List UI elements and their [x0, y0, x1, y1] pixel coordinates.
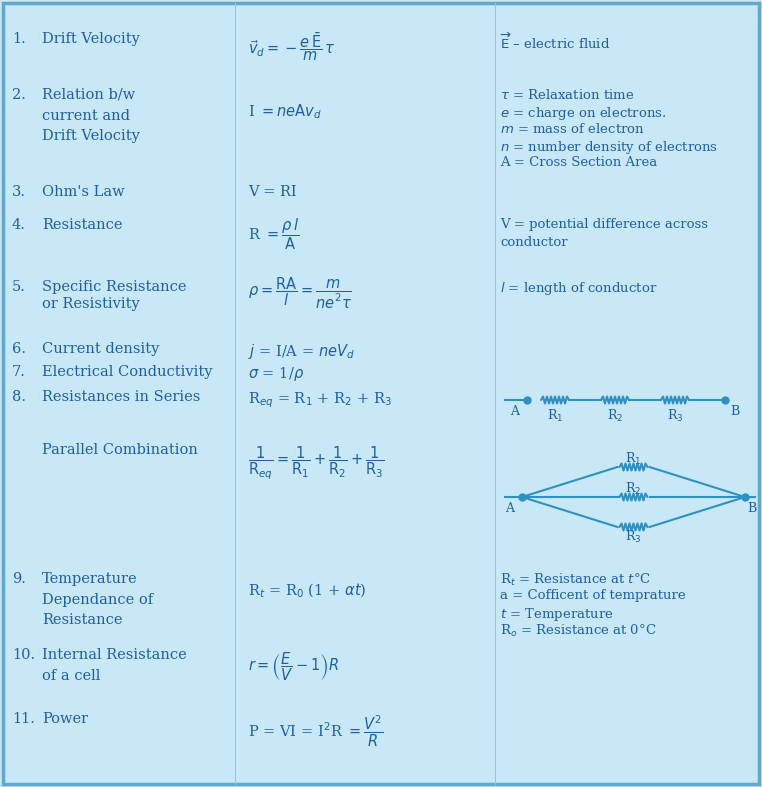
Text: I $= ne\mathrm{A}v_d$: I $= ne\mathrm{A}v_d$: [248, 102, 322, 120]
Text: Electrical Conductivity: Electrical Conductivity: [42, 365, 213, 379]
Text: Internal Resistance
of a cell: Internal Resistance of a cell: [42, 648, 187, 682]
Text: B: B: [730, 405, 740, 418]
Text: R $= \dfrac{\rho\,l}{\mathrm{A}}$: R $= \dfrac{\rho\,l}{\mathrm{A}}$: [248, 216, 299, 252]
Text: Resistance: Resistance: [42, 218, 123, 232]
Text: P = VI = I$^2$R $= \dfrac{V^2}{R}$: P = VI = I$^2$R $= \dfrac{V^2}{R}$: [248, 714, 384, 749]
Text: V = potential difference across
conductor: V = potential difference across conducto…: [500, 218, 708, 249]
Text: R$_1$: R$_1$: [626, 451, 642, 467]
Text: R$_{eq}$ = R$_1$ + R$_2$ + R$_3$: R$_{eq}$ = R$_1$ + R$_2$ + R$_3$: [248, 390, 392, 409]
Text: 7.: 7.: [12, 365, 26, 379]
Text: 6.: 6.: [12, 342, 26, 356]
Text: 9.: 9.: [12, 572, 26, 586]
Text: 8.: 8.: [12, 390, 26, 404]
Text: Current density: Current density: [42, 342, 159, 356]
Text: 11.: 11.: [12, 712, 35, 726]
Text: 1.: 1.: [12, 32, 26, 46]
Text: $m$ = mass of electron: $m$ = mass of electron: [500, 122, 645, 136]
Text: $\sigma$ = 1/$\rho$: $\sigma$ = 1/$\rho$: [248, 365, 304, 383]
Text: $t$ = Temperature: $t$ = Temperature: [500, 606, 614, 623]
Text: R$_3$: R$_3$: [667, 408, 684, 424]
Text: R$_t$ = Resistance at $t$°C: R$_t$ = Resistance at $t$°C: [500, 572, 651, 588]
Text: R$_1$: R$_1$: [547, 408, 563, 424]
Text: Resistances in Series: Resistances in Series: [42, 390, 200, 404]
Text: $r = \left(\dfrac{E}{V} - 1\right)R$: $r = \left(\dfrac{E}{V} - 1\right)R$: [248, 650, 339, 682]
Text: Ohm's Law: Ohm's Law: [42, 185, 125, 199]
Text: A = Cross Section Area: A = Cross Section Area: [500, 156, 658, 169]
Text: R$_3$: R$_3$: [626, 529, 642, 545]
Text: $\overrightarrow{\mathrm{E}}$ – electric fluid: $\overrightarrow{\mathrm{E}}$ – electric…: [500, 32, 610, 52]
Text: $\rho = \dfrac{\mathrm{RA}}{l} = \dfrac{m}{ne^2\tau}$: $\rho = \dfrac{\mathrm{RA}}{l} = \dfrac{…: [248, 276, 352, 311]
Text: 3.: 3.: [12, 185, 26, 199]
Text: $\tau$ = Relaxation time: $\tau$ = Relaxation time: [500, 88, 635, 102]
Text: Temperature
Dependance of
Resistance: Temperature Dependance of Resistance: [42, 572, 153, 627]
Text: V = RI: V = RI: [248, 185, 296, 199]
Text: $\vec{v}_d = -\dfrac{e\,\bar{\mathrm{E}}}{m}\,\tau$: $\vec{v}_d = -\dfrac{e\,\bar{\mathrm{E}}…: [248, 30, 335, 63]
Text: Specific Resistance: Specific Resistance: [42, 280, 187, 294]
Text: B: B: [748, 502, 757, 515]
Text: 5.: 5.: [12, 280, 26, 294]
Text: Parallel Combination: Parallel Combination: [42, 443, 198, 457]
Text: a = Cofficent of temprature: a = Cofficent of temprature: [500, 589, 686, 602]
Text: $e$ = charge on electrons.: $e$ = charge on electrons.: [500, 105, 667, 122]
Text: 4.: 4.: [12, 218, 26, 232]
Text: $n$ = number density of electrons: $n$ = number density of electrons: [500, 139, 718, 156]
Text: $j$ = I/A = $neV_d$: $j$ = I/A = $neV_d$: [248, 342, 355, 361]
Text: 10.: 10.: [12, 648, 35, 662]
Text: $l$ = length of conductor: $l$ = length of conductor: [500, 280, 658, 297]
Text: Power: Power: [42, 712, 88, 726]
Text: or Resistivity: or Resistivity: [42, 297, 139, 311]
Text: R$_2$: R$_2$: [607, 408, 623, 424]
Text: R$_2$: R$_2$: [626, 481, 642, 497]
Text: A: A: [511, 405, 520, 418]
Text: R$_o$ = Resistance at 0°C: R$_o$ = Resistance at 0°C: [500, 623, 656, 639]
Text: R$_t$ = R$_0$ (1 + $\alpha t$): R$_t$ = R$_0$ (1 + $\alpha t$): [248, 582, 367, 600]
Text: $\dfrac{1}{\mathrm{R}_{eq}} = \dfrac{1}{\mathrm{R}_1} + \dfrac{1}{\mathrm{R}_2} : $\dfrac{1}{\mathrm{R}_{eq}} = \dfrac{1}{…: [248, 445, 385, 482]
Text: A: A: [505, 502, 514, 515]
Text: Drift Velocity: Drift Velocity: [42, 32, 140, 46]
Text: 2.: 2.: [12, 88, 26, 102]
Text: Relation b/w
current and
Drift Velocity: Relation b/w current and Drift Velocity: [42, 88, 140, 143]
